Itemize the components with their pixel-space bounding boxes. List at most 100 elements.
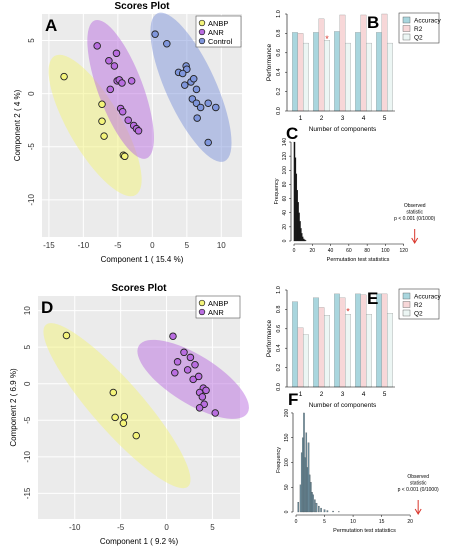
legend-label-anbp: ANBP: [208, 299, 228, 308]
y-tick-label: 10: [23, 306, 32, 315]
bar-r2: [381, 293, 388, 388]
bar-q2: [366, 314, 372, 388]
point-control: [181, 81, 189, 89]
observed-annotation: p < 0.001 (0/1000): [394, 216, 435, 222]
x-tick-label: 1: [299, 115, 303, 122]
legend-swatch-accuracy: [402, 292, 411, 300]
point-anbp: [98, 100, 106, 109]
point-anr: [211, 409, 219, 417]
y-axis-label: Frequency: [276, 447, 282, 473]
panel-c: 0 20 40 60 80 100 120 0 20 40 60 80 100 120 140 Observe…: [274, 124, 436, 263]
bar-r2: [381, 13, 388, 112]
observed-arrow-head: [411, 237, 419, 244]
legend-label-q2: Q2: [414, 35, 423, 42]
x-tick-label: 4: [362, 115, 366, 122]
point-control: [192, 85, 201, 94]
y-tick-label: 40: [282, 210, 288, 216]
legend-swatch-r2: [402, 25, 411, 32]
bar-accuracy: [313, 32, 319, 112]
x-axis-label: Component 1 ( 9.2 %): [100, 537, 179, 546]
x-tick-label: 4: [362, 391, 366, 398]
y-tick-label: 5: [23, 344, 32, 349]
legend-label-accuracy: Accuracy: [414, 294, 441, 301]
histogram-bar: [320, 507, 322, 513]
histogram-bar: [332, 510, 334, 513]
point-anbp: [60, 72, 68, 81]
x-axis-label: Permutation test statistics: [327, 257, 390, 263]
x-tick-label: 80: [364, 248, 370, 254]
bar-q2: [324, 315, 330, 388]
panel-letter: A: [45, 16, 57, 35]
bar-accuracy: [313, 297, 319, 388]
y-tick-label: 0.4: [276, 68, 282, 76]
y-tick-label: -5: [27, 143, 36, 151]
point-anr: [124, 116, 132, 124]
observed-annotation: statistic: [410, 481, 427, 487]
point-control: [196, 103, 205, 112]
panel-letter: D: [41, 298, 53, 317]
point-anr: [180, 348, 188, 357]
y-tick-label: 200: [284, 409, 290, 418]
point-anr: [118, 79, 126, 87]
point-anr: [169, 332, 177, 340]
bar-r2: [297, 327, 304, 388]
bar-accuracy: [334, 293, 340, 388]
y-axis-label: Component 2 ( 6.9 %): [9, 368, 18, 447]
x-tick-label: 2: [320, 115, 324, 122]
bar-accuracy: [376, 32, 382, 112]
bar-q2: [345, 42, 351, 112]
legend-swatch-anr: [198, 308, 206, 316]
x-tick-label: 3: [341, 391, 345, 398]
legend-swatch-anbp: [198, 19, 206, 27]
point-anr: [186, 353, 195, 362]
legend-swatch-q2: [402, 309, 411, 317]
point-anr: [105, 56, 113, 65]
y-tick-label: 0: [23, 381, 32, 386]
point-anbp: [109, 388, 118, 397]
y-tick-label: 1.0: [276, 286, 282, 294]
y-axis-label: Performance: [266, 44, 273, 82]
x-tick-label: 20: [310, 248, 316, 254]
point-control: [193, 114, 201, 122]
histogram-bar: [314, 499, 316, 513]
histogram-bar: [318, 505, 320, 513]
x-tick-label: 100: [381, 248, 390, 254]
point-anbp: [120, 412, 129, 421]
bar-r2: [339, 297, 346, 388]
y-tick-label: 100: [282, 166, 288, 175]
bar-q2: [324, 40, 330, 112]
confidence-ellipse-anbp: [43, 323, 191, 489]
y-axis-label: Component 2 ( 4 %): [13, 89, 22, 161]
observed-annotation: Observed: [407, 474, 429, 480]
x-axis-label: Permutation test statistics: [333, 528, 396, 534]
y-tick-label: 0.8: [276, 306, 282, 314]
bar-r2: [297, 33, 304, 112]
x-tick-label: 40: [328, 248, 334, 254]
point-anr: [93, 42, 101, 50]
y-axis-label: Performance: [266, 320, 273, 358]
x-tick-label: 0: [150, 241, 155, 250]
y-tick-label: 80: [282, 181, 288, 187]
panel-letter: C: [286, 124, 298, 143]
point-anbp: [62, 331, 71, 340]
histogram-bar: [297, 501, 300, 513]
x-axis-label: Component 1 ( 15.4 %): [101, 255, 184, 264]
point-control: [204, 99, 212, 107]
x-tick-label: 60: [346, 248, 352, 254]
y-tick-label: 0.2: [276, 88, 282, 96]
point-anbp: [132, 431, 140, 440]
point-anr: [106, 85, 115, 94]
point-anr: [183, 366, 192, 374]
y-tick-label: 5: [27, 38, 36, 43]
y-tick-label: 0.8: [276, 30, 282, 38]
panel-letter: F: [288, 390, 298, 409]
y-tick-label: 140: [282, 138, 288, 147]
x-tick-label: 120: [400, 248, 409, 254]
bar-r2: [360, 14, 367, 112]
legend-swatch-control: [198, 37, 206, 45]
legend-label-r2: R2: [414, 302, 423, 309]
